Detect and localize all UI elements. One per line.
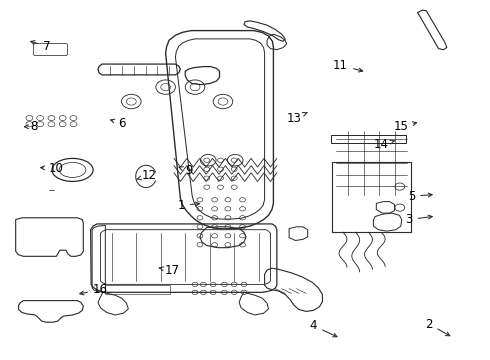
Text: 8: 8 bbox=[24, 120, 38, 133]
Text: 14: 14 bbox=[374, 138, 394, 151]
Text: 15: 15 bbox=[393, 120, 416, 133]
Text: 16: 16 bbox=[80, 283, 108, 296]
Text: 11: 11 bbox=[333, 59, 363, 72]
Text: 10: 10 bbox=[41, 162, 64, 175]
Text: 13: 13 bbox=[287, 112, 307, 125]
Text: 4: 4 bbox=[310, 319, 337, 337]
Bar bbox=[105, 285, 170, 294]
Text: 3: 3 bbox=[405, 213, 432, 226]
Text: 6: 6 bbox=[111, 117, 125, 130]
Text: 7: 7 bbox=[31, 40, 50, 53]
Text: 2: 2 bbox=[425, 318, 450, 336]
Text: 1: 1 bbox=[177, 199, 199, 212]
Text: 9: 9 bbox=[179, 165, 193, 177]
Text: 12: 12 bbox=[137, 169, 157, 182]
Text: 5: 5 bbox=[408, 190, 432, 203]
Text: 17: 17 bbox=[159, 264, 180, 277]
Bar bbox=[332, 162, 411, 232]
